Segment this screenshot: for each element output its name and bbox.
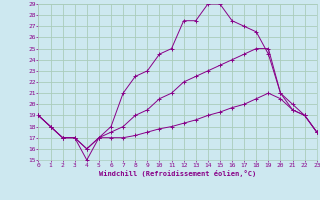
- X-axis label: Windchill (Refroidissement éolien,°C): Windchill (Refroidissement éolien,°C): [99, 170, 256, 177]
